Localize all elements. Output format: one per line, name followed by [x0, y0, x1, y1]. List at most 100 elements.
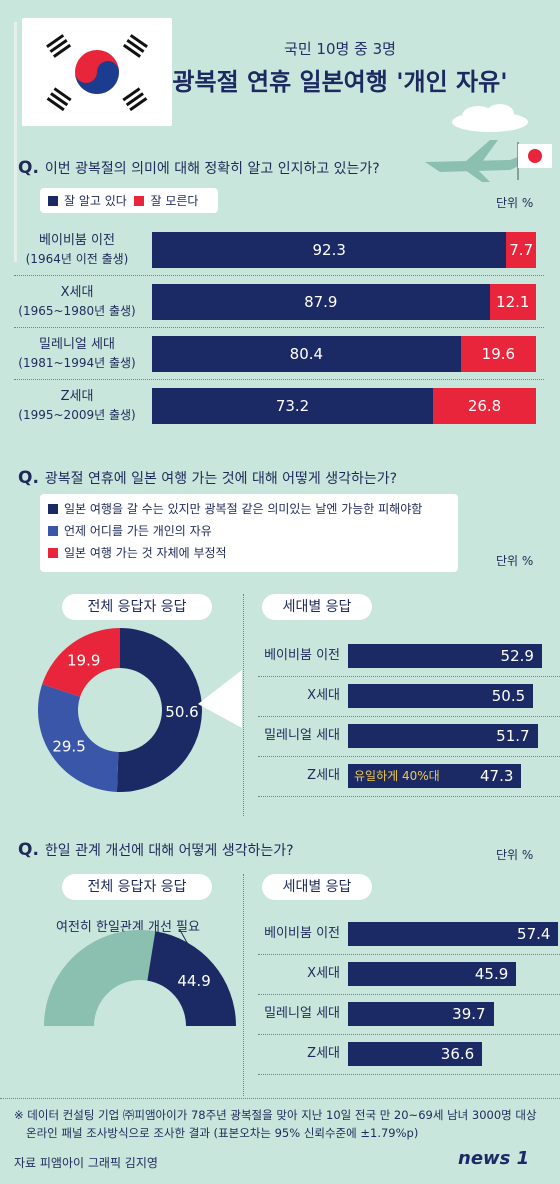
bar: 57.4	[348, 922, 559, 946]
row-divider	[258, 716, 560, 717]
divider	[243, 594, 244, 816]
category-years: (1981~1994년 출생)	[18, 356, 136, 370]
q1-stacked-bar-chart: 베이비붐 이전 (1964년 이전 출생) 92.3 7.7 X세대 (1965~1980…	[0, 226, 560, 436]
data-label: 87.9	[304, 293, 338, 311]
q1-mark: Q.	[18, 158, 39, 178]
q3-mark: Q.	[18, 840, 39, 860]
footnote-line1: ※ 데이터 컨설팅 기업 ㈜피앰아이가 78주년 광복절을 맞아 지난 10일 …	[14, 1108, 537, 1122]
legend-item: 일본 여행을 갈 수는 있지만 광복절 같은 의미있는 날엔 가능한 피해야함	[64, 502, 423, 516]
row-divider	[258, 1074, 560, 1075]
category-label: Z세대	[307, 768, 340, 783]
highlight-note: 유일하게 40%대	[354, 769, 440, 783]
source-credit: 자료 피앰아이 그래픽 김지영	[14, 1156, 158, 1170]
bar-know: 92.3	[152, 232, 507, 268]
category-label: Z세대	[307, 1046, 340, 1061]
legend-swatch-red	[134, 196, 145, 206]
q1-legend: 잘 알고 있다 잘 모른다	[40, 188, 218, 213]
bar: 45.9	[348, 962, 517, 986]
category-label: 베이비붐 이전	[264, 926, 340, 941]
bar-know: 73.2	[152, 388, 434, 424]
data-label: 26.8	[467, 397, 502, 415]
data-label: 92.3	[312, 241, 346, 259]
page-title: 광복절 연휴 일본여행 '개인 자유'	[172, 68, 508, 96]
row-divider	[14, 379, 544, 380]
row-divider	[258, 1034, 560, 1035]
q1-question-text: 이번 광복절의 의미에 대해 정확히 알고 인지하고 있는가?	[44, 161, 380, 177]
row-divider	[14, 327, 544, 328]
category-label: X세대	[307, 688, 340, 703]
news1-logo: news 1	[458, 1148, 530, 1169]
footer-divider	[0, 1098, 560, 1099]
q3-unit: 단위 %	[496, 848, 534, 862]
bar: 47.3	[348, 764, 522, 788]
footnote-line2: 온라인 패널 조사방식으로 조사한 결과 (표본오차는 95% 신뢰수준에 ±1…	[26, 1126, 419, 1140]
bar: 52.9	[348, 644, 542, 668]
category-label: X세대 (1965~1980년 출생)	[4, 284, 150, 320]
q2-question: Q. 광복절 연휴에 일본 여행 가는 것에 대해 어떻게 생각하는가?	[18, 468, 397, 488]
leader-line	[179, 930, 201, 967]
half-donut-remainder	[44, 930, 156, 1026]
bar-dont-know: 7.7	[506, 232, 536, 268]
row-divider	[14, 275, 544, 276]
row-divider	[258, 756, 560, 757]
category-name: 베이비붐 이전	[39, 233, 115, 248]
q3-question-text: 한일 관계 개선에 대해 어떻게 생각하는가?	[44, 843, 294, 859]
airplane-decoration-icon	[425, 104, 552, 182]
category-label: 밀레니얼 세대	[264, 728, 340, 743]
slice-label: 44.9	[177, 972, 210, 990]
q3-donut-label: 여전히 한일관계 개선 필요	[56, 920, 200, 935]
category-name: 밀레니얼 세대	[39, 337, 115, 352]
slice-label: 19.9	[67, 652, 100, 670]
divider	[243, 874, 244, 1096]
slice-label: 50.6	[165, 703, 198, 721]
legend-swatch-red	[48, 548, 58, 558]
slice-label: 29.5	[52, 737, 85, 755]
legend-swatch-navy	[48, 196, 58, 206]
category-label: 밀레니얼 세대 (1981~1994년 출생)	[4, 336, 150, 372]
korean-flag-icon	[22, 18, 172, 126]
q2-unit: 단위 %	[496, 554, 534, 568]
legend-swatch-navy	[48, 504, 58, 514]
category-years: (1965~1980년 출생)	[18, 304, 136, 318]
bar: 51.7	[348, 724, 538, 748]
q3-half-donut-chart: 44.9	[44, 930, 237, 1026]
q1-question: Q. 이번 광복절의 의미에 대해 정확히 알고 인지하고 있는가?	[18, 158, 380, 178]
subtitle: 국민 10명 중 3명	[284, 40, 396, 58]
category-label: 밀레니얼 세대	[264, 1006, 340, 1021]
row-divider	[258, 994, 560, 995]
bar-know: 87.9	[152, 284, 490, 320]
category-label: X세대	[307, 966, 340, 981]
legend-swatch-blue	[48, 526, 58, 536]
q3-generation-bar-chart: 베이비붐 이전 57.4 X세대 45.9 밀레니얼 세대 39.7 Z세대 36.6	[250, 918, 560, 1088]
data-label: 7.7	[509, 241, 534, 259]
data-label: 80.4	[289, 345, 324, 363]
half-donut-slice	[147, 931, 237, 1026]
q2-right-title: 세대별 응답	[262, 594, 372, 620]
q1-unit: 단위 %	[496, 196, 534, 210]
data-label: 73.2	[275, 397, 310, 415]
category-label: Z세대 (1995~2009년 출생)	[4, 388, 150, 424]
bar: 39.7	[348, 1002, 494, 1026]
q3-question: Q. 한일 관계 개선에 대해 어떻게 생각하는가?	[18, 840, 294, 860]
q2-generation-bar-chart: 베이비붐 이전 52.9 X세대 50.5 밀레니얼 세대 51.7 Z세대 47.3 유일하게…	[250, 640, 560, 810]
legend-item: 언제 어디를 가든 개인의 자유	[64, 524, 212, 538]
q2-legend: 일본 여행을 갈 수는 있지만 광복절 같은 의미있는 날엔 가능한 피해야함 …	[40, 494, 458, 572]
data-label: 19.6	[481, 345, 516, 363]
category-years: (1995~2009년 출생)	[18, 408, 136, 422]
donut-slice	[42, 628, 120, 697]
bar-know: 80.4	[152, 336, 461, 372]
q2-left-title: 전체 응답자 응답	[62, 594, 212, 620]
flag-pole	[14, 22, 17, 262]
legend-item: 잘 모른다	[150, 194, 199, 208]
data-label: 12.1	[496, 293, 530, 311]
q3-right-title: 세대별 응답	[262, 874, 372, 900]
legend-item: 일본 여행 가는 것 자체에 부정적	[64, 546, 227, 560]
category-name: X세대	[60, 285, 94, 300]
donut-slice	[38, 684, 119, 792]
category-name: Z세대	[60, 389, 94, 404]
bar-dont-know: 26.8	[433, 388, 536, 424]
q3-left-title: 전체 응답자 응답	[62, 874, 212, 900]
category-label: 베이비붐 이전 (1964년 이전 출생)	[4, 232, 150, 268]
q2-donut-chart: 50.6 29.5 19.9	[38, 628, 242, 792]
q2-question-text: 광복절 연휴에 일본 여행 가는 것에 대해 어떻게 생각하는가?	[44, 471, 398, 487]
